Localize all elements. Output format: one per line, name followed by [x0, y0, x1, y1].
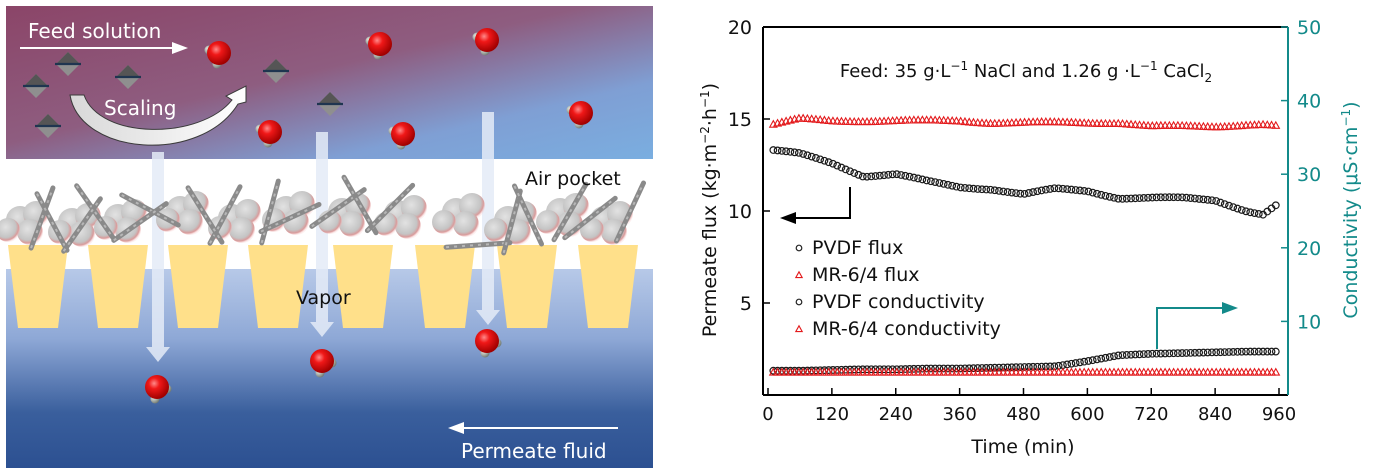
series-pvdf-flux: [769, 146, 1280, 219]
flux-conductivity-chart: 0 120 240 360 480 600 720 840 960 5 10 15 20 10 20 30…: [698, 17, 1362, 458]
left-y-axis-label: Permeate flux (kg·m−2·h−1): [698, 83, 721, 337]
x-tick-label: 360: [942, 404, 976, 425]
right-axis-arrow-icon: [1156, 302, 1238, 349]
right-y-tick-label: 10: [1297, 311, 1321, 333]
legend-item-label: PVDF conductivity: [812, 291, 985, 313]
right-y-tick-label: 30: [1297, 164, 1321, 186]
chart-title: Feed: 35 g·L−1 NaCl and 1.26 g ·L−1 CaCl…: [840, 59, 1212, 85]
x-tick-label: 240: [879, 404, 913, 425]
x-tick-label: 600: [1070, 404, 1104, 425]
scaling-arrow-icon: [69, 85, 247, 146]
right-y-tick-label: 50: [1297, 17, 1321, 39]
permeate-flow-arrow-icon: [448, 422, 618, 434]
vapor-label: Vapor: [296, 287, 351, 309]
x-tick-label: 720: [1134, 404, 1168, 425]
legend-item-label: PVDF flux: [812, 237, 903, 259]
air-pocket-label: Air pocket: [525, 168, 621, 190]
left-y-tick-label: 15: [728, 109, 752, 131]
series-mr-6-4-flux: [768, 113, 1281, 131]
x-tick-label: 0: [762, 404, 773, 425]
feed-flow-arrow-icon: [20, 42, 188, 54]
x-axis-ticks: 0 120 240 360 480 600 720 840 960: [762, 388, 1296, 425]
chart-legend: PVDF flux MR-6/4 flux PVDF conductivity MR-…: [794, 237, 1001, 340]
x-tick-label: 960: [1262, 404, 1296, 425]
left-axis-arrow-icon: [780, 187, 851, 224]
left-y-tick-label: 5: [740, 293, 752, 315]
membrane-distillation-schematic: Feed solution Scaling Air pocket Vapor P…: [0, 6, 653, 468]
series-mr-6-4-conductivity: [768, 367, 1281, 376]
scaling-label: Scaling: [104, 96, 176, 120]
x-tick-label: 480: [1006, 404, 1040, 425]
right-y-tick-label: 20: [1297, 238, 1321, 260]
feed-solution-label: Feed solution: [28, 19, 161, 43]
left-y-axis-ticks: 5 10 15 20: [728, 17, 770, 315]
permeate-fluid-label: Permeate fluid: [461, 439, 607, 463]
x-axis-label: Time (min): [970, 436, 1074, 458]
right-y-tick-label: 40: [1297, 91, 1321, 113]
right-y-axis-label: Conductivity (μS·cm−1): [1339, 101, 1362, 318]
left-y-tick-label: 10: [728, 201, 752, 223]
data-series: [768, 113, 1281, 376]
membrane-pillars: [8, 245, 638, 328]
left-y-tick-label: 20: [728, 17, 752, 39]
right-y-axis-ticks: 10 20 30 40 50: [1281, 17, 1321, 333]
x-tick-label: 840: [1198, 404, 1232, 425]
legend-item-label: MR-6/4 conductivity: [812, 318, 1001, 340]
x-tick-label: 120: [815, 404, 849, 425]
legend-item-label: MR-6/4 flux: [812, 264, 920, 286]
